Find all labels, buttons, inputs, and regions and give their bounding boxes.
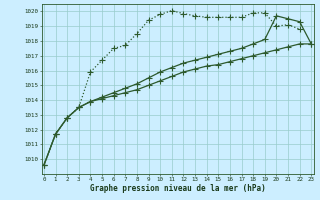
X-axis label: Graphe pression niveau de la mer (hPa): Graphe pression niveau de la mer (hPa): [90, 184, 266, 193]
